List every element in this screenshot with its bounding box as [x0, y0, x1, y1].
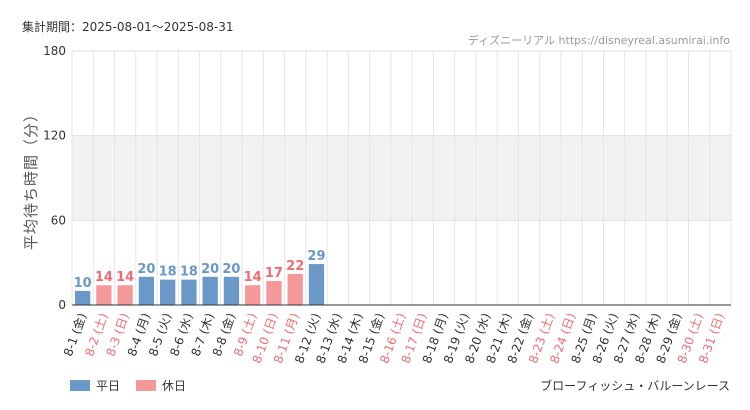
bar-series	[74, 264, 325, 305]
bar[interactable]	[181, 279, 197, 305]
legend: 平日 休日	[70, 379, 186, 393]
grid-lines	[71, 50, 732, 306]
legend-weekday-label: 平日	[96, 379, 120, 393]
bar[interactable]	[223, 276, 240, 305]
bar[interactable]	[202, 276, 218, 305]
bar-value-label: 14	[116, 270, 134, 285]
bar[interactable]	[96, 285, 112, 305]
bar-value-label: 18	[180, 265, 198, 280]
legend-holiday-label: 休日	[162, 379, 186, 393]
legend-weekday-swatch	[70, 380, 90, 391]
y-tick-label: 180	[43, 44, 66, 58]
site-credit[interactable]: ディズニーリアル https://disneyreal.asumirai.inf…	[468, 33, 730, 47]
bar-value-label: 22	[286, 259, 304, 274]
bar-value-label: 20	[201, 262, 219, 277]
y-tick-label: 120	[43, 129, 66, 143]
legend-holiday-swatch	[136, 380, 156, 391]
bar-value-label: 17	[265, 266, 283, 281]
bar[interactable]	[266, 281, 282, 305]
bar[interactable]	[74, 290, 91, 305]
x-axis-ticks: 8-1 (金)8-2 (土)8-3 (日)8-4 (月)8-5 (火)8-6 (…	[60, 311, 727, 365]
bar-value-label: 14	[244, 270, 262, 285]
bar[interactable]	[138, 276, 155, 305]
bar[interactable]	[287, 273, 303, 305]
bar[interactable]	[117, 285, 133, 305]
bar-value-label: 14	[95, 270, 113, 285]
bar[interactable]	[160, 279, 176, 305]
y-tick-label: 60	[51, 213, 66, 227]
shaded-band	[72, 136, 731, 220]
period-label: 集計期間：2025-08-01～2025-08-31	[22, 19, 233, 34]
y-tick-label: 0	[58, 298, 66, 312]
bar[interactable]	[245, 285, 261, 305]
y-axis-ticks: 0 60 120 180	[43, 44, 66, 312]
y-axis-label: 平均待ち時間（分）	[22, 106, 40, 250]
bar-value-label: 18	[159, 265, 177, 280]
bar[interactable]	[308, 264, 325, 305]
attraction-name: ブローフィッシュ・バルーンレース	[540, 378, 730, 393]
bar-value-label: 20	[137, 262, 155, 277]
bar-value-label: 10	[74, 276, 92, 291]
bar-value-label: 20	[222, 262, 240, 277]
bar-value-label: 29	[307, 249, 325, 264]
